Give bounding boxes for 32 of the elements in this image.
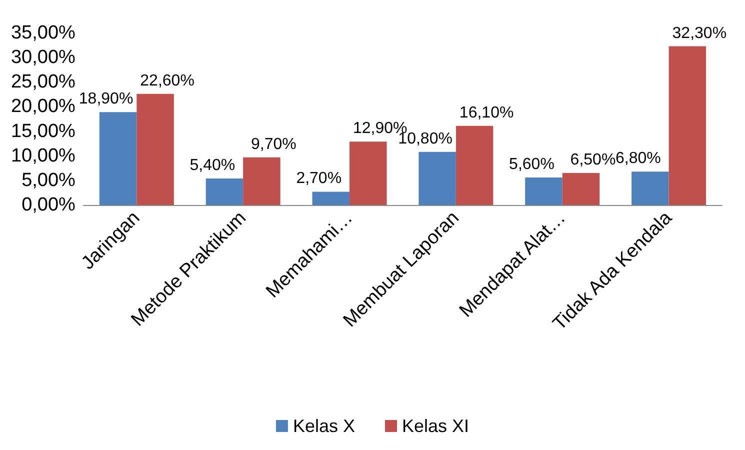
bar [136, 94, 174, 205]
bar [350, 142, 387, 205]
data-label: 6,50% [570, 152, 616, 169]
bar [206, 178, 244, 205]
bar [525, 177, 562, 205]
y-tick-label: 20,00% [10, 96, 76, 118]
data-label: 32,30% [672, 24, 727, 42]
bar [668, 46, 706, 205]
y-tick-label: 35,00% [10, 22, 76, 44]
legend-label: Kelas XI [402, 416, 470, 436]
bar [632, 172, 669, 205]
bar [99, 112, 137, 205]
legend-label: Kelas X [292, 416, 356, 436]
y-tick-label: 25,00% [10, 72, 76, 93]
y-tick-label: 15,00% [10, 120, 76, 142]
bar [456, 126, 494, 205]
data-label: 18,90% [78, 90, 134, 108]
y-tick-label: 0,00% [22, 194, 76, 216]
data-label: 9,70% [251, 136, 296, 153]
bar [312, 192, 350, 205]
bar [243, 157, 280, 205]
y-tick-label: 5,00% [22, 170, 76, 191]
data-label: 5,40% [190, 156, 236, 174]
data-label: 2,70% [296, 170, 342, 188]
bar [418, 152, 456, 205]
y-tick-label: 10,00% [10, 145, 76, 166]
y-tick-label: 30,00% [10, 47, 76, 68]
bar [562, 173, 600, 205]
data-label: 6,80% [615, 150, 661, 168]
data-label: 22,60% [140, 72, 194, 90]
data-label: 5,60% [509, 156, 554, 173]
data-label: 16,10% [459, 104, 514, 122]
